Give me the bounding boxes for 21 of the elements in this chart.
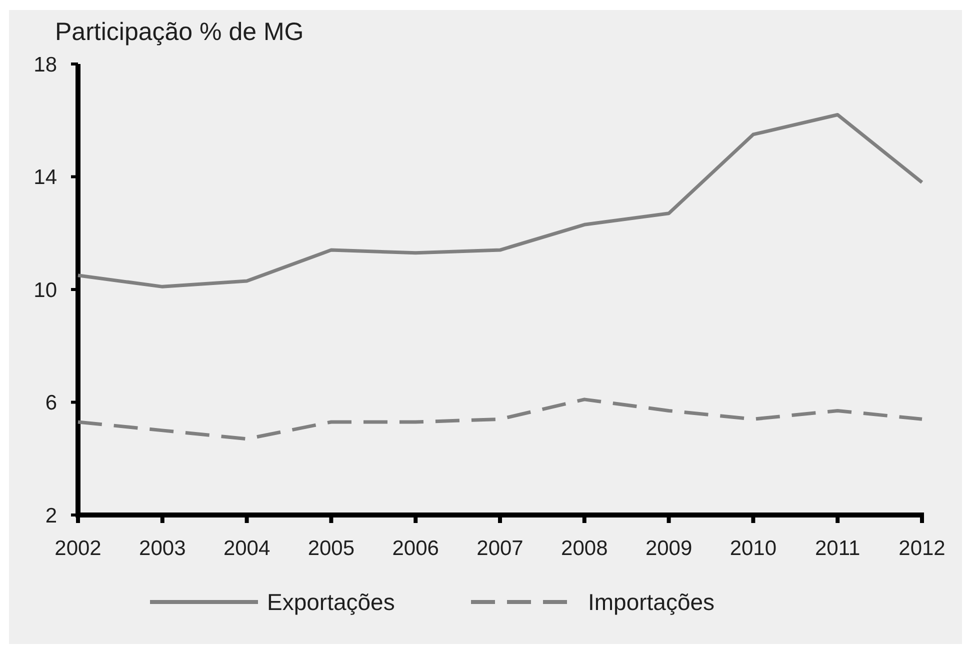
x-tick-label: 2011 bbox=[815, 537, 860, 560]
y-tick-label: 14 bbox=[34, 166, 58, 190]
y-tick-label: 2 bbox=[45, 504, 57, 528]
line-series bbox=[76, 112, 924, 288]
x-tick-label: 2007 bbox=[476, 537, 524, 560]
legend-label: Importações bbox=[588, 589, 715, 616]
x-tick-label: 2006 bbox=[392, 537, 439, 560]
chart-title: Participação % de MG bbox=[55, 18, 304, 46]
y-tick-label: 6 bbox=[45, 392, 57, 415]
y-tick-label: 10 bbox=[34, 278, 57, 302]
x-tick-label: 2003 bbox=[139, 537, 186, 560]
x-tick-label: 2005 bbox=[308, 537, 355, 560]
legend-label: Exportações bbox=[267, 589, 395, 616]
x-tick-label: 2004 bbox=[223, 537, 270, 560]
x-tick-label: 2009 bbox=[645, 537, 692, 560]
x-tick-label: 2002 bbox=[54, 537, 102, 560]
x-tick-label: 2008 bbox=[561, 537, 608, 560]
x-tick-label: 2010 bbox=[730, 537, 777, 560]
y-tick-label: 18 bbox=[34, 53, 57, 76]
line-series bbox=[76, 398, 924, 441]
x-tick-label: 2012 bbox=[898, 537, 946, 560]
